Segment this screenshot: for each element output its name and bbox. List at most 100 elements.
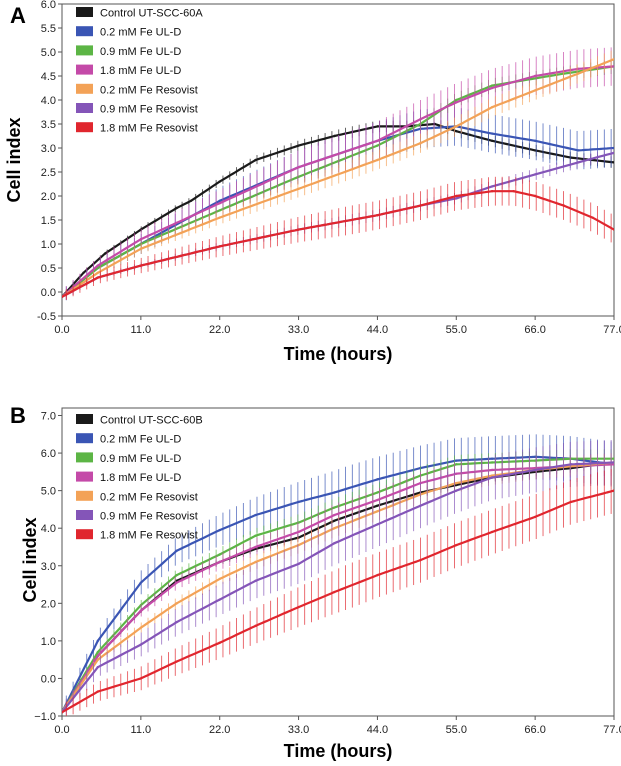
- data-point: [139, 264, 143, 267]
- data-point: [175, 549, 178, 552]
- y-tick-label: 0.0: [41, 287, 56, 299]
- data-point: [175, 581, 178, 584]
- data-point: [333, 526, 336, 530]
- x-tick-label: 22.0: [209, 724, 230, 736]
- series-layer: [62, 434, 614, 716]
- series-line: [62, 65, 614, 298]
- data-point: [490, 457, 494, 460]
- data-point: [96, 658, 100, 661]
- x-tick-label: 44.0: [367, 724, 388, 736]
- data-point: [419, 204, 422, 207]
- data-point: [591, 216, 594, 219]
- y-tick-label: −1.0: [34, 711, 56, 723]
- legend-swatch: [76, 414, 93, 424]
- x-tick-label: 77.0: [603, 724, 621, 736]
- y-tick-label: 2.5: [41, 167, 56, 179]
- y-tick-label: 4.0: [41, 523, 56, 535]
- x-tick-label: 55.0: [446, 724, 467, 736]
- data-point: [333, 134, 336, 138]
- data-point: [455, 98, 458, 102]
- chart-panel-a: A-0.50.00.51.01.52.02.53.03.54.04.55.05.…: [4, 0, 621, 364]
- y-tick-label: 5.0: [41, 486, 56, 498]
- data-point: [533, 468, 537, 472]
- data-point: [218, 245, 221, 248]
- data-point: [139, 677, 143, 680]
- data-point: [96, 650, 100, 654]
- data-point: [254, 624, 257, 628]
- data-point: [562, 204, 566, 207]
- data-point: [96, 690, 100, 693]
- data-point: [612, 146, 614, 150]
- plot-area: [61, 3, 615, 317]
- x-tick-label: 44.0: [367, 324, 388, 336]
- data-point: [218, 577, 221, 581]
- data-point: [455, 459, 458, 462]
- data-point: [612, 457, 614, 460]
- data-point: [612, 461, 614, 464]
- data-point: [490, 84, 494, 87]
- x-tick-label: 11.0: [131, 324, 152, 336]
- data-point: [333, 542, 336, 545]
- series-line: [62, 457, 614, 713]
- data-point: [103, 252, 107, 255]
- y-tick-label: 3.0: [41, 143, 56, 155]
- data-point: [62, 295, 64, 298]
- data-point: [333, 519, 336, 522]
- data-point: [297, 605, 300, 609]
- y-tick-label: 6.0: [41, 448, 56, 460]
- data-point: [490, 476, 494, 479]
- data-point: [218, 209, 221, 212]
- data-point: [297, 144, 300, 147]
- data-point: [490, 461, 494, 464]
- x-axis-title: Time (hours): [284, 741, 393, 761]
- y-tick-label: 2.0: [41, 598, 56, 610]
- data-point: [376, 491, 379, 494]
- data-point: [490, 106, 494, 109]
- data-point: [218, 553, 221, 556]
- legend-label: 1.8 mM Fe UL-D: [100, 65, 181, 77]
- data-point: [297, 166, 300, 169]
- data-point: [139, 609, 143, 613]
- y-tick-label: 0.5: [41, 263, 56, 275]
- data-point: [376, 144, 379, 147]
- x-tick-label: 66.0: [524, 324, 545, 336]
- data-point: [376, 573, 379, 577]
- legend: Control UT-SCC-60A 0.2 mM Fe UL-D 0.9 mM F…: [76, 7, 203, 135]
- data-point: [218, 180, 221, 183]
- data-point: [376, 214, 379, 217]
- data-point: [175, 602, 178, 605]
- y-tick-label: 1.0: [41, 239, 56, 251]
- y-tick-label: 3.0: [41, 561, 56, 573]
- data-point: [376, 478, 379, 481]
- series-res_02: [62, 50, 614, 298]
- y-tick-label: 1.5: [41, 215, 56, 227]
- legend-label: Control UT-SCC-60B: [100, 415, 203, 427]
- data-point: [612, 58, 614, 61]
- data-point: [254, 560, 257, 564]
- data-point: [376, 504, 379, 507]
- legend-label: 1.8 mM Fe Resovist: [100, 530, 198, 542]
- data-point: [333, 590, 336, 594]
- data-point: [576, 161, 580, 164]
- legend-label: 0.9 mM Fe Resovist: [100, 511, 198, 523]
- data-point: [254, 158, 257, 162]
- data-point: [490, 468, 494, 472]
- data-point: [533, 194, 537, 198]
- data-point: [490, 474, 494, 477]
- data-point: [175, 620, 178, 624]
- panel-label: B: [10, 403, 26, 428]
- series-line: [62, 122, 614, 298]
- data-point: [297, 562, 300, 566]
- data-point: [455, 197, 458, 200]
- data-point: [96, 654, 100, 658]
- data-point: [175, 206, 178, 210]
- x-tick-label: 77.0: [603, 324, 621, 336]
- legend-label: Control UT-SCC-60A: [100, 8, 203, 20]
- data-point: [576, 149, 580, 152]
- data-point: [139, 581, 143, 584]
- data-point: [533, 74, 537, 78]
- data-point: [533, 466, 537, 470]
- series-layer: [62, 47, 614, 301]
- data-point: [455, 543, 458, 547]
